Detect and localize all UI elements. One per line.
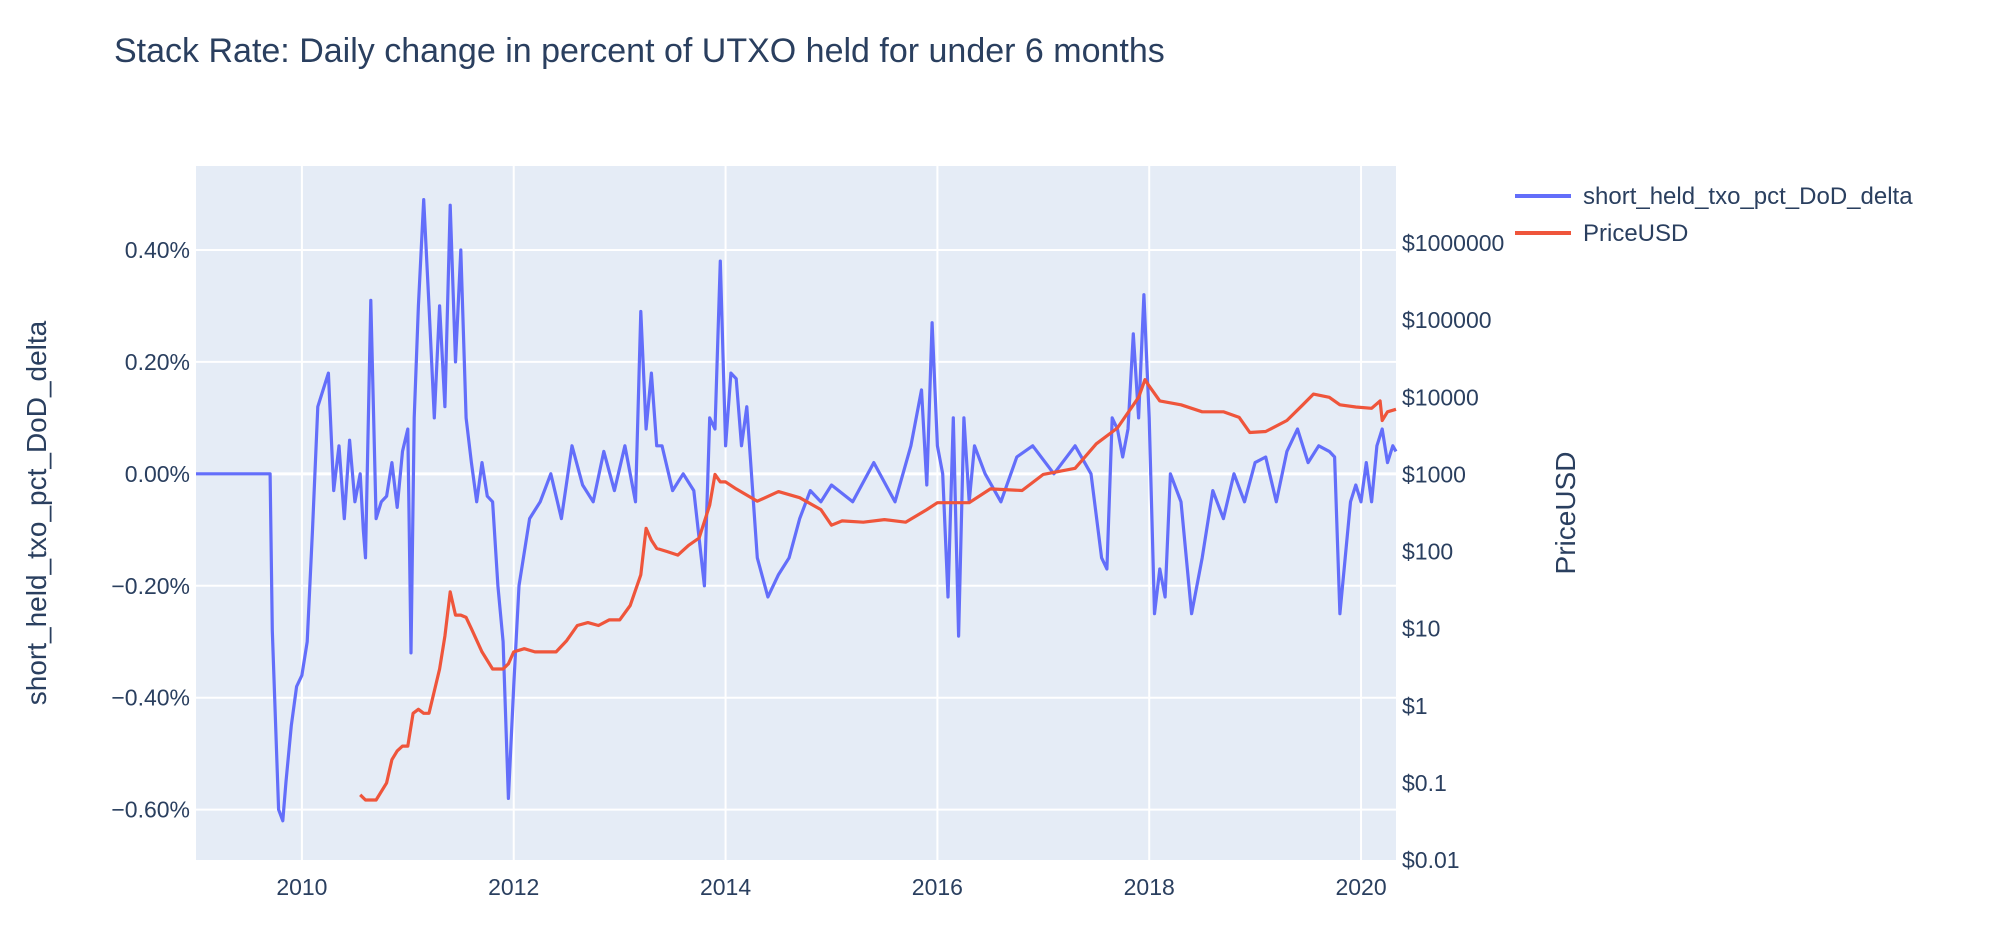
y2-tick-label: $1 <box>1402 693 1428 719</box>
x-tick-label: 2010 <box>276 874 327 900</box>
y-tick-labels: −0.60% −0.40% −0.20% 0.00% 0.20% 0.40% <box>111 237 190 823</box>
y-tick-label: −0.40% <box>111 685 190 711</box>
x-tick-label: 2014 <box>700 874 751 900</box>
y-tick-label: 0.40% <box>125 237 190 263</box>
y-tick-label: 0.00% <box>125 461 190 487</box>
y2-axis-title: PriceUSD <box>1550 452 1581 575</box>
y-tick-label: −0.20% <box>111 573 190 599</box>
y-tick-label: 0.20% <box>125 349 190 375</box>
y-axis-title: short_held_txo_pct_DoD_delta <box>21 320 52 705</box>
y2-tick-label: $10 <box>1402 616 1440 642</box>
y2-tick-label: $0.1 <box>1402 770 1447 796</box>
y-tick-label: −0.60% <box>111 797 190 823</box>
y2-tick-label: $0.01 <box>1402 847 1460 873</box>
x-tick-label: 2016 <box>912 874 963 900</box>
series-line-short_held_txo_pct_DoD_delta <box>196 198 1398 823</box>
x-gridlines <box>300 166 1363 860</box>
legend: short_held_txo_pct_DoD_delta PriceUSD <box>1515 183 1913 247</box>
y2-tick-label: $1000 <box>1402 461 1466 487</box>
plot-background <box>196 166 1396 860</box>
series-layer <box>196 198 1398 823</box>
series-line-PriceUSD <box>359 378 1397 802</box>
legend-label: short_held_txo_pct_DoD_delta <box>1583 183 1913 210</box>
x-tick-label: 2020 <box>1335 874 1386 900</box>
y2-tick-label: $10000 <box>1402 384 1479 410</box>
y2-tick-labels: $0.01 $0.1 $1 $10 $100 $1000 $10000 $100000 $100… <box>1402 230 1504 873</box>
y2-tick-label: $1000000 <box>1402 230 1504 256</box>
x-tick-label: 2018 <box>1124 874 1175 900</box>
legend-label: PriceUSD <box>1583 220 1688 247</box>
y2-tick-label: $100000 <box>1402 307 1492 333</box>
y2-tick-label: $100 <box>1402 539 1453 565</box>
x-tick-label: 2012 <box>488 874 539 900</box>
x-tick-labels: 2010 2012 2014 2016 2018 2020 <box>276 874 1386 900</box>
chart-title: Stack Rate: Daily change in percent of U… <box>114 32 1165 70</box>
